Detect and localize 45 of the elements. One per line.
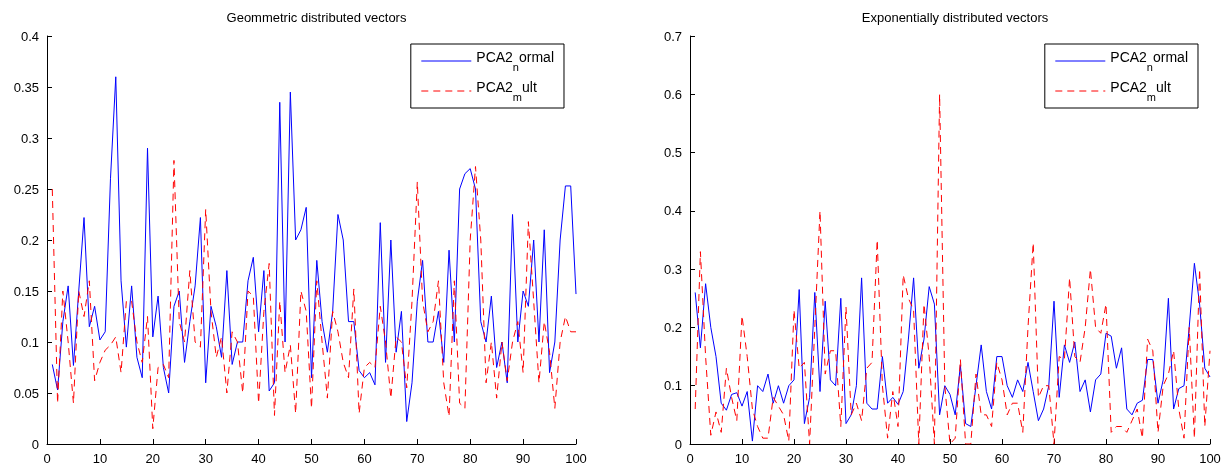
y-tick-label: 0.25 bbox=[13, 181, 39, 197]
x-tick-label: 30 bbox=[198, 451, 213, 466]
x-tick-label: 60 bbox=[994, 451, 1010, 466]
x-tick-label: 60 bbox=[357, 451, 372, 466]
y-tick-label: 0.2 bbox=[663, 319, 682, 335]
x-tick-label: 10 bbox=[92, 451, 108, 466]
line-series bbox=[694, 262, 1211, 442]
x-tick-label: 40 bbox=[251, 451, 266, 466]
x-tick-label: 10 bbox=[734, 451, 750, 466]
x-tick-label: 20 bbox=[145, 451, 161, 466]
y-tick-label: 0.05 bbox=[13, 385, 39, 401]
chart-title: Geommetric distributed vectors bbox=[226, 10, 407, 25]
x-tick-label: 100 bbox=[1199, 451, 1221, 466]
line-series bbox=[694, 93, 1211, 445]
x-tick-label: 50 bbox=[304, 451, 319, 466]
line-series bbox=[51, 76, 577, 423]
x-tick-label: 90 bbox=[515, 451, 531, 466]
y-tick-label: 0.3 bbox=[20, 130, 39, 146]
x-tick-label: 20 bbox=[786, 451, 802, 466]
x-tick-label: 100 bbox=[565, 451, 587, 466]
x-tick-label: 80 bbox=[1098, 451, 1114, 466]
y-tick-label: 0.5 bbox=[663, 145, 682, 161]
y-tick-label: 0.1 bbox=[663, 378, 682, 394]
x-tick-label: 50 bbox=[942, 451, 958, 466]
x-tick-label: 0 bbox=[686, 451, 694, 466]
x-tick-label: 0 bbox=[43, 451, 51, 466]
y-tick-label: 0.7 bbox=[663, 28, 682, 44]
y-tick-label: 0.4 bbox=[663, 203, 682, 219]
y-tick-label: 0.15 bbox=[13, 283, 39, 299]
y-tick-label: 0.4 bbox=[20, 28, 39, 44]
y-tick-label: 0.35 bbox=[13, 79, 39, 95]
y-tick-label: 0.2 bbox=[20, 232, 39, 248]
chart-title: Exponentially distributed vectors bbox=[861, 10, 1049, 25]
x-tick-label: 40 bbox=[890, 451, 906, 466]
x-tick-label: 70 bbox=[1046, 451, 1062, 466]
y-tick-label: 0 bbox=[31, 436, 39, 452]
x-tick-label: 80 bbox=[462, 451, 478, 466]
y-tick-label: 0.6 bbox=[663, 86, 682, 102]
y-tick-label: 0 bbox=[674, 436, 682, 452]
y-tick-label: 0.1 bbox=[20, 334, 39, 350]
line-series bbox=[51, 159, 577, 430]
y-tick-label: 0.3 bbox=[663, 261, 682, 277]
x-tick-label: 90 bbox=[1150, 451, 1166, 466]
x-tick-label: 70 bbox=[410, 451, 425, 466]
x-tick-label: 30 bbox=[838, 451, 854, 466]
